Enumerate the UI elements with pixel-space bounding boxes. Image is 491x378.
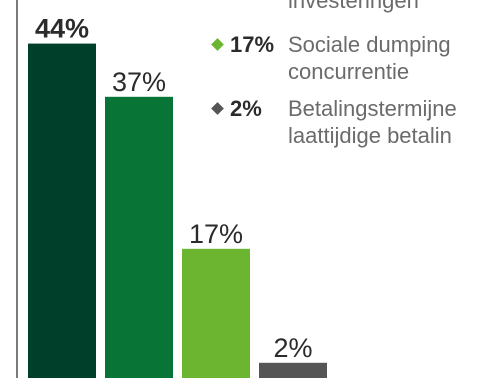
bar-2 <box>105 96 173 378</box>
bar-4 <box>259 362 327 378</box>
bar-2-value-label: 37% <box>112 67 166 97</box>
bars-group <box>28 43 327 378</box>
bar-3-value-label: 17% <box>189 219 243 249</box>
bar-3 <box>182 248 250 378</box>
bar-1 <box>28 43 96 378</box>
bar-1-value-label: 44% <box>35 14 89 44</box>
value-labels-group: 44% 37% 17% 2% <box>35 14 313 363</box>
bar-4-value-label: 2% <box>273 333 312 363</box>
